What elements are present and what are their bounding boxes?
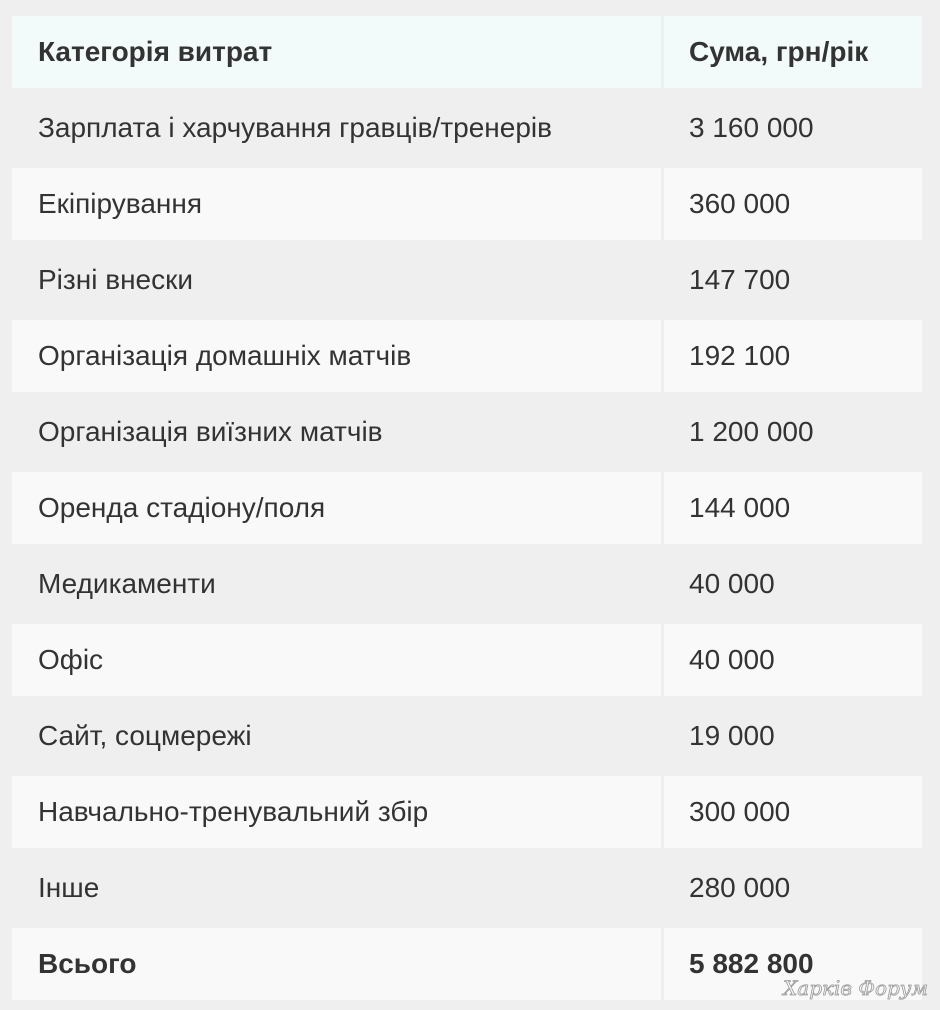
header-category: Категорія витрат (12, 16, 661, 88)
total-row: Всього 5 882 800 (12, 928, 922, 1000)
table-row: Сайт, соцмережі 19 000 (12, 700, 922, 772)
expenses-table: Категорія витрат Сума, грн/рік Зарплата … (12, 16, 922, 1004)
amount-cell: 40 000 (664, 624, 922, 696)
category-cell: Організація домашніх матчів (12, 320, 661, 392)
amount-cell: 360 000 (664, 168, 922, 240)
category-cell: Організація виїзних матчів (12, 396, 661, 468)
table-row: Зарплата і харчування гравців/тренерів 3 … (12, 92, 922, 164)
amount-cell: 3 160 000 (664, 92, 922, 164)
amount-cell: 192 100 (664, 320, 922, 392)
amount-cell: 147 700 (664, 244, 922, 316)
category-cell: Сайт, соцмережі (12, 700, 661, 772)
amount-cell: 280 000 (664, 852, 922, 924)
table-row: Оренда стадіону/поля 144 000 (12, 472, 922, 544)
amount-cell: 40 000 (664, 548, 922, 620)
category-cell: Різні внески (12, 244, 661, 316)
table-row: Екіпірування 360 000 (12, 168, 922, 240)
category-cell: Інше (12, 852, 661, 924)
watermark-logo: Харків Форум (783, 976, 929, 1001)
category-cell: Медикаменти (12, 548, 661, 620)
table-row: Організація виїзних матчів 1 200 000 (12, 396, 922, 468)
table-row: Навчально-тренувальний збір 300 000 (12, 776, 922, 848)
total-label: Всього (12, 928, 661, 1000)
header-amount: Сума, грн/рік (664, 16, 922, 88)
table-row: Різні внески 147 700 (12, 244, 922, 316)
category-cell: Екіпірування (12, 168, 661, 240)
category-cell: Оренда стадіону/поля (12, 472, 661, 544)
total-amount: 5 882 800 (664, 928, 922, 1000)
category-cell: Офіс (12, 624, 661, 696)
amount-cell: 144 000 (664, 472, 922, 544)
table-header: Категорія витрат Сума, грн/рік (12, 16, 922, 88)
amount-cell: 1 200 000 (664, 396, 922, 468)
amount-cell: 19 000 (664, 700, 922, 772)
table-row: Медикаменти 40 000 (12, 548, 922, 620)
category-cell: Навчально-тренувальний збір (12, 776, 661, 848)
table-row: Інше 280 000 (12, 852, 922, 924)
table-row: Організація домашніх матчів 192 100 (12, 320, 922, 392)
amount-cell: 300 000 (664, 776, 922, 848)
table-row: Офіс 40 000 (12, 624, 922, 696)
category-cell: Зарплата і харчування гравців/тренерів (12, 92, 661, 164)
